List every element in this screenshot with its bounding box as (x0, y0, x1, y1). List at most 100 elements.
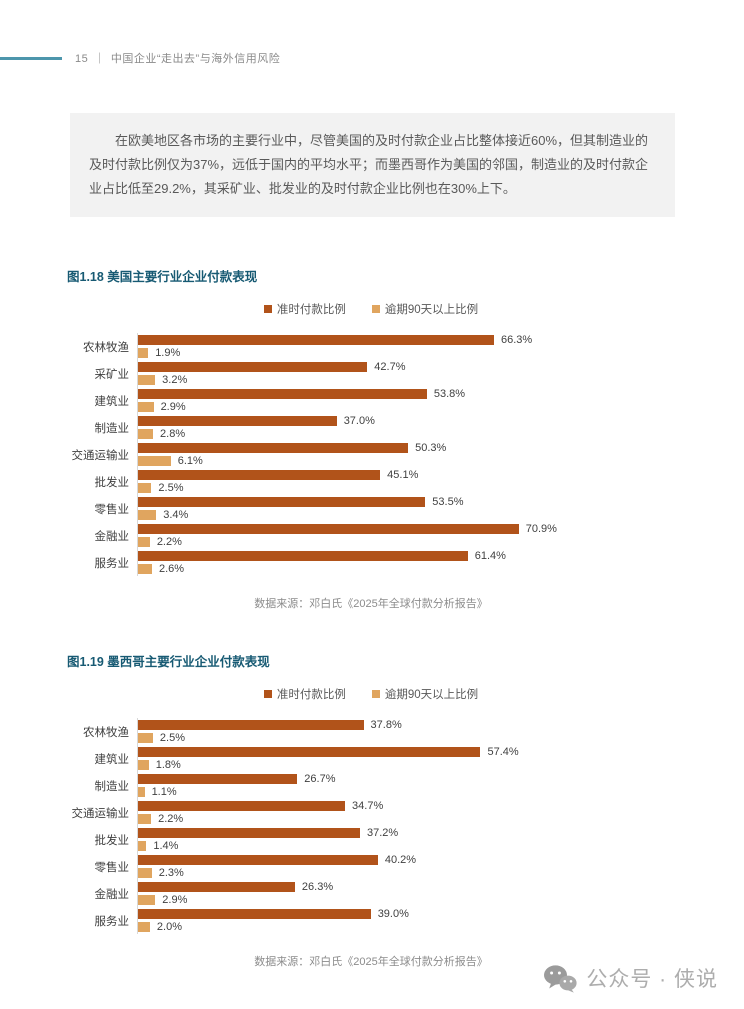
chart-legend: 准时付款比例 逾期90天以上比例 (67, 301, 675, 317)
figure-block-1: 图1.18 美国主要行业企业付款表现 准时付款比例 逾期90天以上比例 农林牧渔 66.… (67, 266, 675, 611)
overdue-barline: 2.2% (138, 536, 675, 549)
overdue-barline: 2.0% (138, 921, 675, 934)
value-label: 1.1% (151, 786, 177, 798)
category-label: 农林牧渔 (83, 341, 129, 354)
overdue-swatch-icon (371, 305, 380, 313)
value-label: 37.0% (343, 415, 375, 427)
on-time-bar (138, 389, 427, 399)
legend-item-on-time: 准时付款比例 (263, 686, 346, 702)
overdue-barline: 1.9% (138, 347, 675, 360)
bar-pair: 37.8% 2.5% (137, 718, 675, 745)
overdue-barline: 1.4% (138, 840, 675, 853)
category-label: 服务业 (94, 915, 130, 928)
value-label: 37.8% (370, 719, 402, 731)
figure-block-2: 图1.19 墨西哥主要行业企业付款表现 准时付款比例 逾期90天以上比例 农林牧渔 37… (67, 651, 675, 969)
bar-pair: 37.0% 2.8% (137, 414, 675, 441)
page-header: 15 ｜ 中国企业“走出去”与海外信用风险 (0, 0, 744, 66)
value-label: 40.2% (384, 854, 417, 866)
bar-pair: 37.2% 1.4% (137, 826, 675, 853)
category-label: 批发业 (94, 476, 130, 489)
value-label: 2.2% (156, 536, 182, 548)
category-label: 零售业 (94, 503, 130, 516)
bar-pair: 45.1% 2.5% (137, 468, 675, 495)
overdue-bar (138, 456, 171, 466)
value-label: 61.4% (474, 550, 506, 562)
on-time-bar (138, 801, 346, 811)
bar-row: 批发业 45.1% 2.5% (67, 468, 675, 495)
bar-pair: 53.8% 2.9% (137, 387, 675, 414)
value-label: 2.3% (158, 867, 184, 879)
legend-item-on-time: 准时付款比例 (263, 301, 346, 317)
bar-plot: 农林牧渔 66.3% 1.9% 采矿业 42.7% 3.2% 建筑业 53.8% 2.9% 制造业… (67, 333, 675, 576)
overdue-barline: 2.8% (138, 428, 675, 441)
overdue-barline: 3.2% (138, 374, 675, 387)
overdue-bar (138, 402, 154, 412)
on-time-barline: 26.7% (138, 773, 675, 786)
overdue-swatch-icon (371, 690, 380, 698)
on-time-barline: 37.2% (138, 827, 675, 840)
wechat-icon (544, 964, 577, 993)
overdue-barline: 2.2% (138, 813, 675, 826)
bar-row: 农林牧渔 66.3% 1.9% (67, 333, 675, 360)
on-time-bar (138, 335, 495, 345)
value-label: 2.5% (158, 482, 184, 494)
overdue-barline: 2.6% (138, 563, 675, 576)
category-label: 建筑业 (94, 753, 130, 766)
overdue-bar (138, 760, 149, 770)
value-label: 70.9% (525, 523, 557, 535)
on-time-swatch-icon (263, 305, 272, 313)
on-time-barline: 45.1% (138, 469, 675, 482)
overdue-bar (138, 787, 145, 797)
on-time-barline: 37.0% (138, 415, 675, 428)
intro-box: 在欧美地区各市场的主要行业中，尽管美国的及时付款企业占比整体接近60%，但其制造… (70, 113, 675, 217)
legend-label: 逾期90天以上比例 (384, 689, 479, 701)
overdue-bar (138, 375, 156, 385)
bar-row: 金融业 70.9% 2.2% (67, 522, 675, 549)
category-label: 制造业 (94, 422, 130, 435)
overdue-bar (138, 429, 154, 439)
header-rule (0, 56, 62, 60)
category-label: 金融业 (94, 530, 130, 543)
on-time-bar (138, 774, 298, 784)
on-time-bar (138, 828, 360, 838)
page-number: 15 (75, 53, 89, 65)
bar-row: 服务业 61.4% 2.6% (67, 549, 675, 576)
bar-pair: 66.3% 1.9% (137, 333, 675, 360)
category-label: 制造业 (94, 780, 130, 793)
watermark-text: 公众号 · 侠说 (586, 968, 718, 991)
value-label: 2.8% (160, 428, 186, 440)
bar-pair: 53.5% 3.4% (137, 495, 675, 522)
value-label: 57.4% (487, 746, 519, 758)
bar-row: 服务业 39.0% 2.0% (67, 907, 675, 934)
overdue-bar (138, 564, 152, 574)
bar-row: 交通运输业 34.7% 2.2% (67, 799, 675, 826)
bar-row: 批发业 37.2% 1.4% (67, 826, 675, 853)
category-label: 建筑业 (94, 395, 130, 408)
overdue-bar (138, 922, 150, 932)
bar-pair: 39.0% 2.0% (137, 907, 675, 934)
on-time-barline: 61.4% (138, 550, 675, 563)
value-label: 66.3% (501, 334, 533, 346)
report-title: 中国企业“走出去”与海外信用风险 (110, 53, 281, 65)
on-time-barline: 26.3% (138, 881, 675, 894)
figure-title: 图1.19 墨西哥主要行业企业付款表现 (67, 655, 270, 669)
category-label: 批发业 (94, 834, 130, 847)
value-label: 2.0% (156, 921, 182, 933)
bar-row: 建筑业 57.4% 1.8% (67, 745, 675, 772)
bar-row: 交通运输业 50.3% 6.1% (67, 441, 675, 468)
bar-pair: 70.9% 2.2% (137, 522, 675, 549)
value-label: 53.8% (433, 388, 466, 400)
on-time-bar (138, 551, 468, 561)
on-time-barline: 34.7% (138, 800, 675, 813)
header-text: 15 ｜ 中国企业“走出去”与海外信用风险 (75, 50, 280, 66)
chart-legend: 准时付款比例 逾期90天以上比例 (67, 686, 675, 702)
on-time-swatch-icon (263, 690, 272, 698)
bar-pair: 57.4% 1.8% (137, 745, 675, 772)
overdue-barline: 2.9% (138, 401, 675, 414)
overdue-bar (138, 895, 156, 905)
overdue-barline: 1.1% (138, 786, 675, 799)
value-label: 6.1% (177, 455, 203, 467)
on-time-barline: 66.3% (138, 334, 675, 347)
overdue-barline: 3.4% (138, 509, 675, 522)
overdue-bar (138, 537, 150, 547)
